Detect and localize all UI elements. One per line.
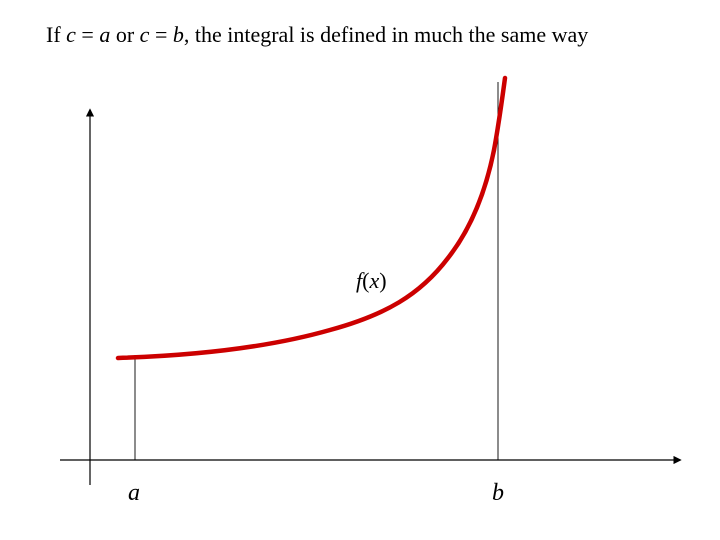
fx-x: x bbox=[369, 268, 379, 293]
curve-fx bbox=[118, 78, 505, 358]
fx-label: f(x) bbox=[356, 268, 387, 294]
fx-close: ) bbox=[379, 268, 386, 293]
b-label: b bbox=[492, 480, 504, 507]
a-label: a bbox=[128, 480, 140, 507]
